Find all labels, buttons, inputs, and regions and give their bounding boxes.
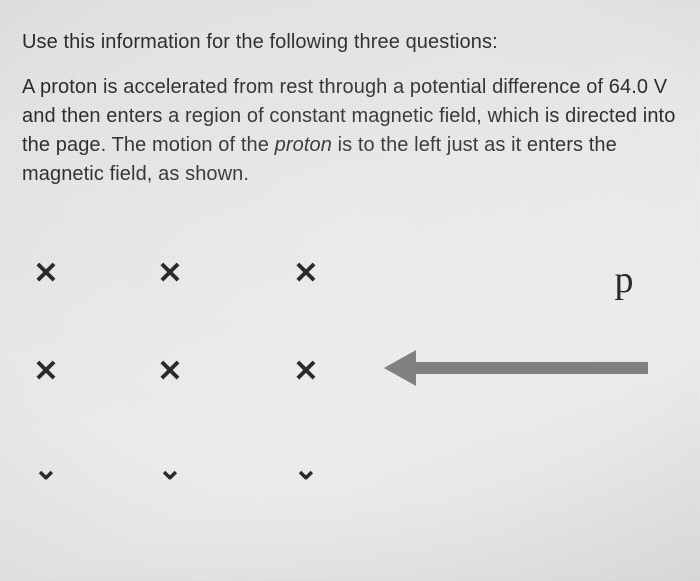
context-body: A proton is accelerated from rest throug…: [22, 73, 678, 189]
arrow-shaft: [414, 362, 648, 374]
velocity-arrow: [22, 238, 678, 558]
proton-label: p: [615, 261, 634, 299]
context-heading: Use this information for the following t…: [22, 28, 678, 57]
field-diagram: ✕✕✕✕✕✕⌄⌄⌄p: [22, 238, 678, 558]
question-text-block: Use this information for the following t…: [22, 28, 678, 189]
arrow-head-icon: [384, 350, 416, 386]
body-italic: proton: [275, 134, 332, 156]
question-page: Use this information for the following t…: [0, 0, 700, 581]
